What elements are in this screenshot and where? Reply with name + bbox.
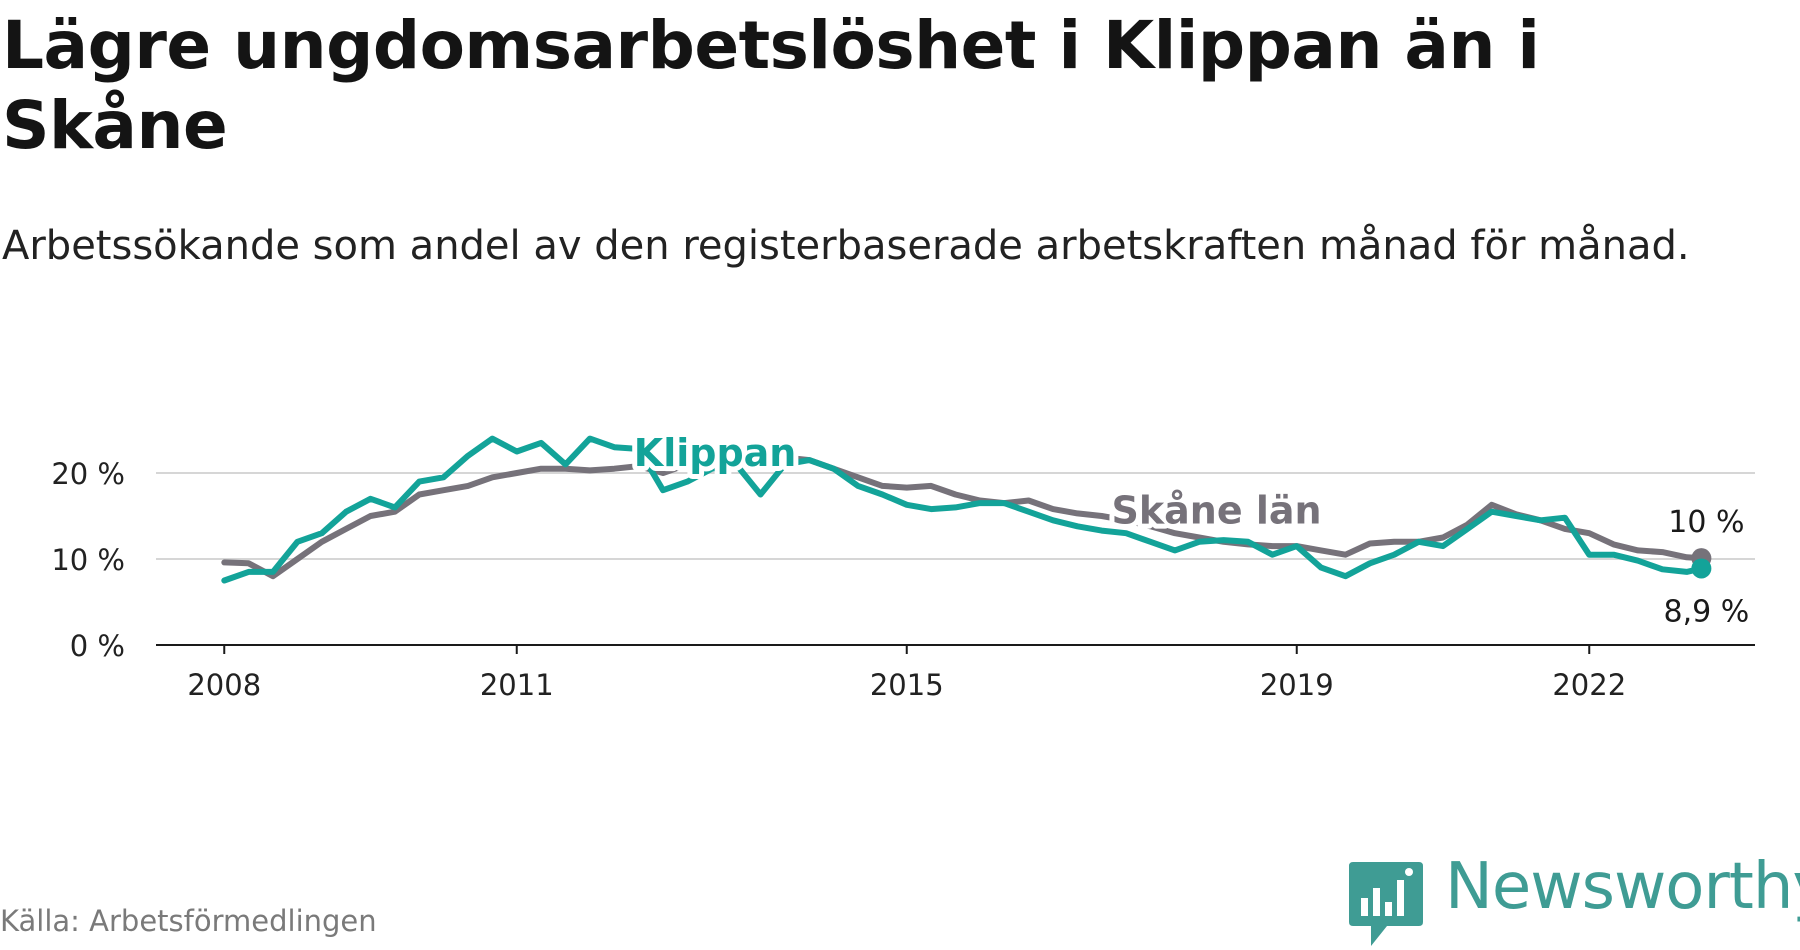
brand-name: Newsworthy (1445, 850, 1800, 924)
end-value-skane: 10 % (1668, 505, 1744, 540)
series-label-klippan: Klippan (634, 431, 797, 475)
y-axis-ticks: 0 % 10 % 20 % (51, 457, 125, 663)
source-note: Källa: Arbetsförmedlingen (0, 904, 377, 938)
series-line-klippan (221, 435, 1705, 584)
series-end-point (1691, 558, 1712, 579)
x-tick-label: 2022 (1552, 668, 1626, 702)
x-tick-label: 2015 (870, 668, 944, 702)
series-lines (221, 435, 1712, 584)
series-label-skane: Skåne län (1112, 489, 1322, 533)
y-tick-label: 0 % (70, 629, 125, 663)
brand-logo-icon (1349, 862, 1423, 946)
page-subtitle: Arbetssökande som andel av den registerb… (2, 223, 1690, 269)
x-tick-label: 2011 (480, 668, 554, 702)
x-tick-label: 2019 (1260, 668, 1334, 702)
end-value-klippan: 8,9 % (1663, 594, 1749, 629)
page-title: Lägre ungdomsarbetslöshet i Klippan än i… (2, 7, 1540, 164)
series-labels: Klippan Skåne län 10 % 8,9 % (629, 426, 1755, 634)
x-tick-label: 2008 (187, 668, 261, 702)
line-chart: 0 % 10 % 20 % 2008 2011 2015 2019 2022 Klippan… (51, 426, 1755, 702)
grid-lines (156, 472, 1755, 560)
y-tick-label: 20 % (51, 457, 125, 491)
x-axis-ticks: 2008 2011 2015 2019 2022 (187, 645, 1626, 702)
y-tick-label: 10 % (51, 543, 125, 577)
series-line-sk-ne-l-n (221, 454, 1705, 580)
